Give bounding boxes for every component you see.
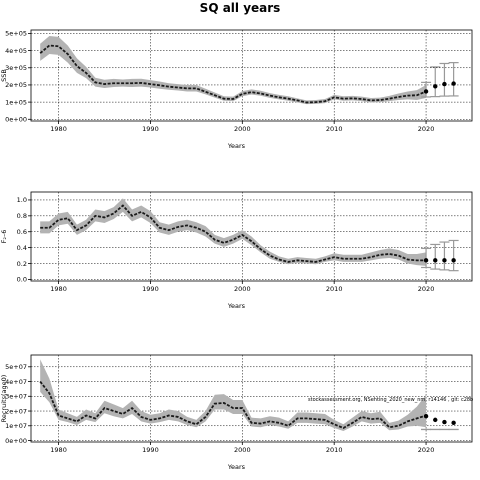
x-tick-label: 2000: [234, 285, 251, 293]
forecast-point-2023: [451, 420, 456, 426]
estimate-line: [39, 44, 427, 104]
plot-frame: [30, 29, 473, 122]
x-tick-label: 2000: [234, 446, 251, 454]
y-tick-label: 0.8: [17, 212, 27, 220]
y-tick-label: 2e+07: [5, 407, 27, 415]
figure-title: SQ all years: [200, 1, 281, 15]
forecast-point-2023: [451, 258, 456, 263]
x-tick-label: 1990: [142, 285, 159, 293]
forecast-point-2021: [433, 417, 438, 423]
confidence-band: [40, 36, 427, 105]
y-tick-label: 5e+05: [5, 30, 27, 38]
x-tick-label: 1990: [142, 125, 159, 133]
y-tick-label: 1e+07: [5, 422, 27, 430]
y-tick-label: 0.0: [17, 276, 27, 284]
y-tick-label: 0e+00: [5, 437, 27, 445]
y-tick-label: 0.6: [17, 228, 27, 236]
y-tick-label: 2e+05: [5, 81, 27, 89]
y-tick-label: 0.2: [17, 260, 27, 268]
y-tick-label: 5e+07: [5, 363, 27, 371]
x-tick-label: 2000: [234, 125, 251, 133]
x-axis-label: Years: [227, 142, 246, 150]
forecast-point-2022: [442, 81, 447, 87]
x-tick-label: 1980: [50, 446, 67, 454]
x-tick-label: 2010: [326, 446, 343, 454]
x-axis-label: Years: [227, 463, 246, 471]
y-tick-label: 1.0: [17, 196, 27, 204]
y-tick-label: 0e+00: [5, 116, 27, 124]
y-tick-label: 4e+07: [5, 378, 27, 386]
x-axis-label: Years: [227, 302, 246, 310]
forecast-point-2020: [423, 258, 429, 263]
forecast-point-2022: [442, 258, 447, 263]
forecast-point-2020: [423, 413, 429, 419]
y-tick-label: 0.4: [17, 244, 27, 252]
confidence-band: [40, 359, 427, 431]
plot-frame: [30, 191, 473, 282]
y-tick-label: 4e+05: [5, 47, 27, 55]
panel-1: 1980 1990 2000 2010 2020 0e+00 1e+05 2e+05 3e+05…: [0, 29, 473, 150]
x-tick-label: 1990: [142, 446, 159, 454]
forecast-point-2022: [442, 419, 447, 425]
y-tick-label: 3e+05: [5, 64, 27, 72]
plot-frame: [30, 354, 473, 443]
source-annotation: stockassessment.org, NSehting_2020_new_n…: [308, 397, 473, 403]
forecast-point-2023: [451, 81, 456, 86]
y-axis-label: Recruits(age0): [0, 375, 8, 423]
x-tick-label: 2010: [326, 285, 343, 293]
x-tick-label: 2010: [326, 125, 343, 133]
x-tick-label: 2020: [418, 446, 435, 454]
x-tick-label: 1980: [50, 285, 67, 293]
estimate-line: [39, 380, 427, 429]
forecast-point-2020: [423, 89, 429, 94]
panel-3: 1980 1990 2000 2010 2020 0e+00 1e+07 2e+07 3e+07…: [0, 354, 473, 471]
y-axis-label: F₂–6: [0, 230, 8, 244]
forecast-point-2021: [433, 258, 438, 263]
x-tick-label: 2020: [418, 285, 435, 293]
x-tick-label: 2020: [418, 125, 435, 133]
y-axis-label: SSB: [0, 69, 8, 82]
estimate-line: [40, 204, 427, 263]
y-tick-label: 3e+07: [5, 393, 27, 401]
panel-2: 1980 1990 2000 2010 2020 0.0 0.2 0.4 0.6 0.8 1.0 Ye…: [0, 191, 473, 310]
forecast-point-2021: [433, 84, 438, 89]
x-tick-label: 1980: [50, 125, 67, 133]
y-tick-label: 1e+05: [5, 98, 27, 106]
confidence-band: [40, 198, 427, 266]
panels: 1980 1990 2000 2010 2020 0e+00 1e+05 2e+05 3e+05…: [0, 29, 473, 471]
